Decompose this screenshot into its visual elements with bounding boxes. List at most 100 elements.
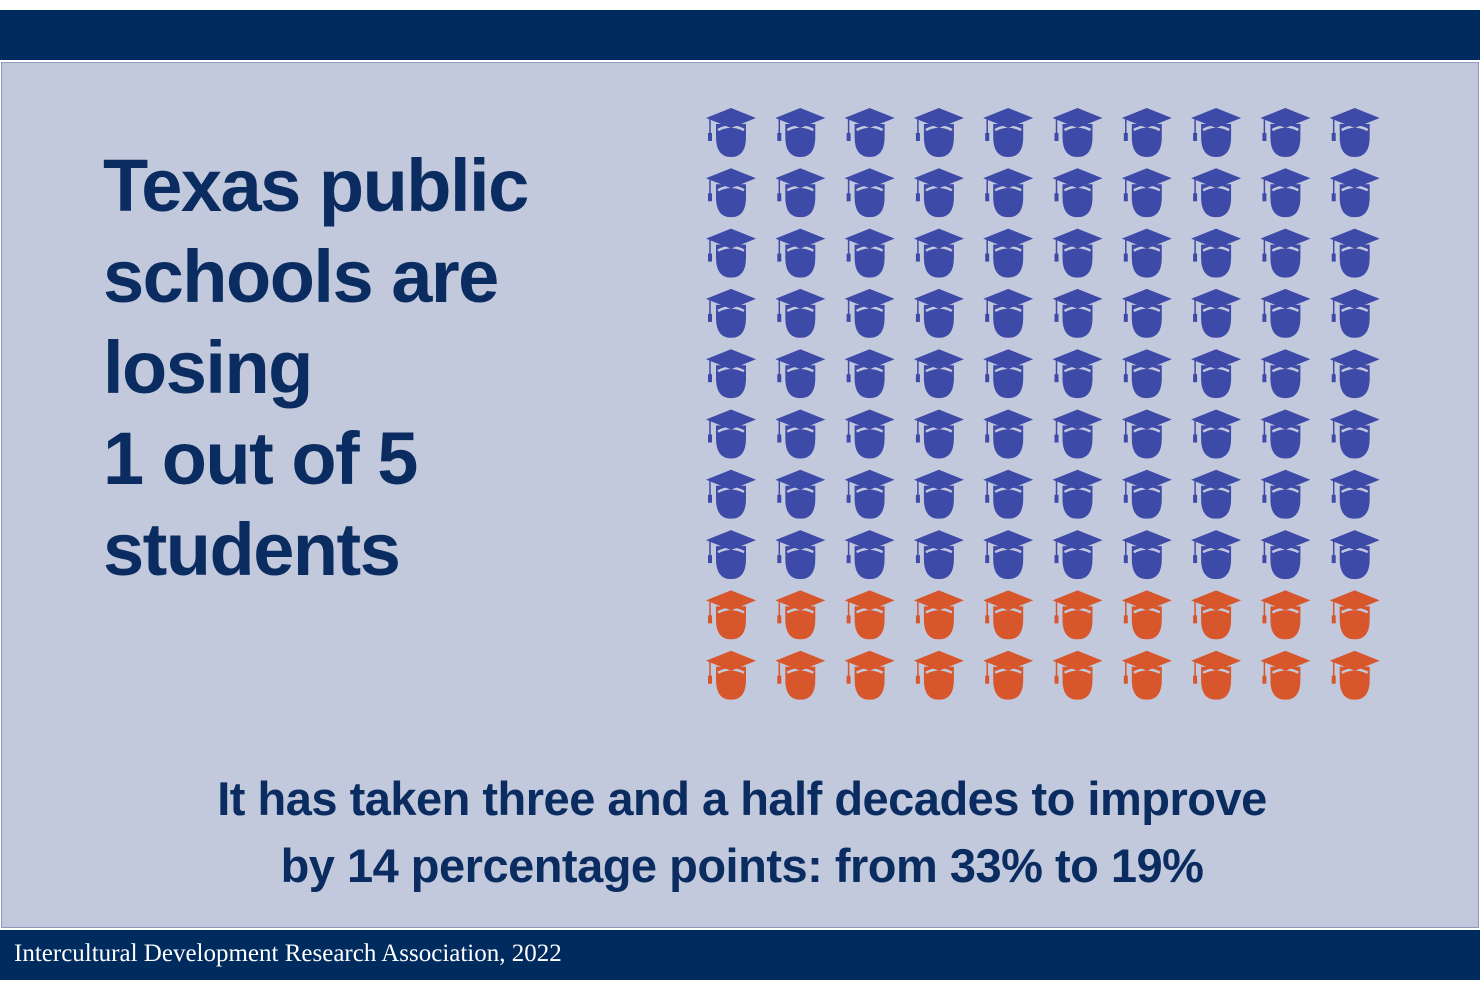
student-icon	[775, 529, 826, 580]
student-icon	[706, 287, 756, 338]
student-icon	[775, 167, 826, 218]
student-icon	[1052, 589, 1103, 640]
student-icon	[1329, 468, 1380, 519]
student-icon	[1191, 227, 1242, 278]
footnote: It has taken three and a half decades to…	[0, 765, 1484, 899]
student-icon	[1329, 408, 1380, 459]
student-icon	[983, 589, 1034, 640]
student-icon	[1052, 227, 1103, 278]
student-icon	[1052, 649, 1103, 700]
student-icon	[1260, 529, 1311, 580]
student-icon	[913, 287, 964, 338]
headline-line: Texas public	[103, 144, 529, 227]
student-icon	[983, 167, 1034, 218]
student-icon	[775, 468, 826, 519]
student-icon	[706, 107, 756, 157]
student-icon	[1191, 589, 1242, 640]
headline-line: losing	[103, 326, 313, 409]
student-icon	[913, 227, 964, 278]
student-icon	[1052, 529, 1103, 580]
student-icon	[1121, 287, 1172, 338]
student-icon	[844, 227, 895, 278]
student-icon	[1329, 649, 1380, 700]
student-icon	[844, 408, 895, 459]
student-icon	[1191, 167, 1242, 218]
student-icon	[1191, 468, 1242, 519]
student-icon	[706, 649, 756, 700]
student-icon	[1121, 649, 1172, 700]
student-icon	[775, 589, 826, 640]
student-icon	[1121, 227, 1172, 278]
student-icon	[706, 167, 756, 218]
student-icon	[1329, 589, 1380, 640]
student-icon	[1329, 287, 1380, 338]
top-bar	[0, 10, 1480, 60]
student-icon	[844, 589, 895, 640]
student-icon	[1260, 107, 1311, 157]
student-icon	[706, 468, 756, 519]
student-icon	[706, 589, 756, 640]
headline-line: schools are	[103, 235, 499, 318]
student-icon	[844, 107, 895, 157]
student-icon	[1052, 468, 1103, 519]
student-icon	[1329, 227, 1380, 278]
student-icon	[983, 287, 1034, 338]
student-icon	[1260, 589, 1311, 640]
student-icon	[1260, 227, 1311, 278]
bottom-bar	[0, 930, 1480, 980]
student-icon	[844, 167, 895, 218]
student-icon	[913, 589, 964, 640]
student-icon	[1121, 408, 1172, 459]
student-icon	[983, 227, 1034, 278]
student-icon	[1191, 408, 1242, 459]
source: Intercultural Development Research Assoc…	[14, 940, 562, 967]
student-icon	[983, 408, 1034, 459]
student-icon	[1052, 107, 1103, 157]
student-icon	[1191, 529, 1242, 580]
student-icon	[706, 529, 756, 580]
student-icon	[1329, 348, 1380, 399]
headline-line: 1 out of 5	[103, 417, 418, 500]
student-icon	[1121, 107, 1172, 157]
student-icon	[983, 649, 1034, 700]
student-icon	[913, 468, 964, 519]
student-icon	[983, 348, 1034, 399]
student-icon	[1191, 649, 1242, 700]
student-icon	[983, 107, 1034, 157]
student-icon	[1121, 348, 1172, 399]
student-icon	[706, 227, 756, 278]
student-icon	[1052, 167, 1103, 218]
student-icon	[775, 227, 826, 278]
student-icon	[913, 529, 964, 580]
student-icon	[913, 408, 964, 459]
student-icon	[1121, 529, 1172, 580]
student-icon	[1121, 468, 1172, 519]
footnote-line: It has taken three and a half decades to…	[217, 772, 1267, 825]
student-icon	[1329, 529, 1380, 580]
student-icon	[1260, 408, 1311, 459]
student-icon	[913, 649, 964, 700]
student-icon	[1260, 468, 1311, 519]
student-icon	[1121, 167, 1172, 218]
student-icon	[1260, 348, 1311, 399]
student-icon	[1329, 167, 1380, 218]
student-icon	[983, 529, 1034, 580]
student-icon	[844, 468, 895, 519]
student-icon	[983, 468, 1034, 519]
student-icon	[1052, 408, 1103, 459]
student-icon	[1052, 287, 1103, 338]
student-icon	[706, 408, 756, 459]
student-icon	[706, 348, 756, 399]
student-icon	[1121, 589, 1172, 640]
student-icon	[1052, 348, 1103, 399]
student-icon	[1329, 107, 1380, 157]
student-icon	[775, 649, 826, 700]
student-icon	[844, 348, 895, 399]
student-icon	[844, 287, 895, 338]
student-icon	[775, 287, 826, 338]
student-icon	[844, 529, 895, 580]
student-icon	[775, 348, 826, 399]
student-icon	[1260, 167, 1311, 218]
